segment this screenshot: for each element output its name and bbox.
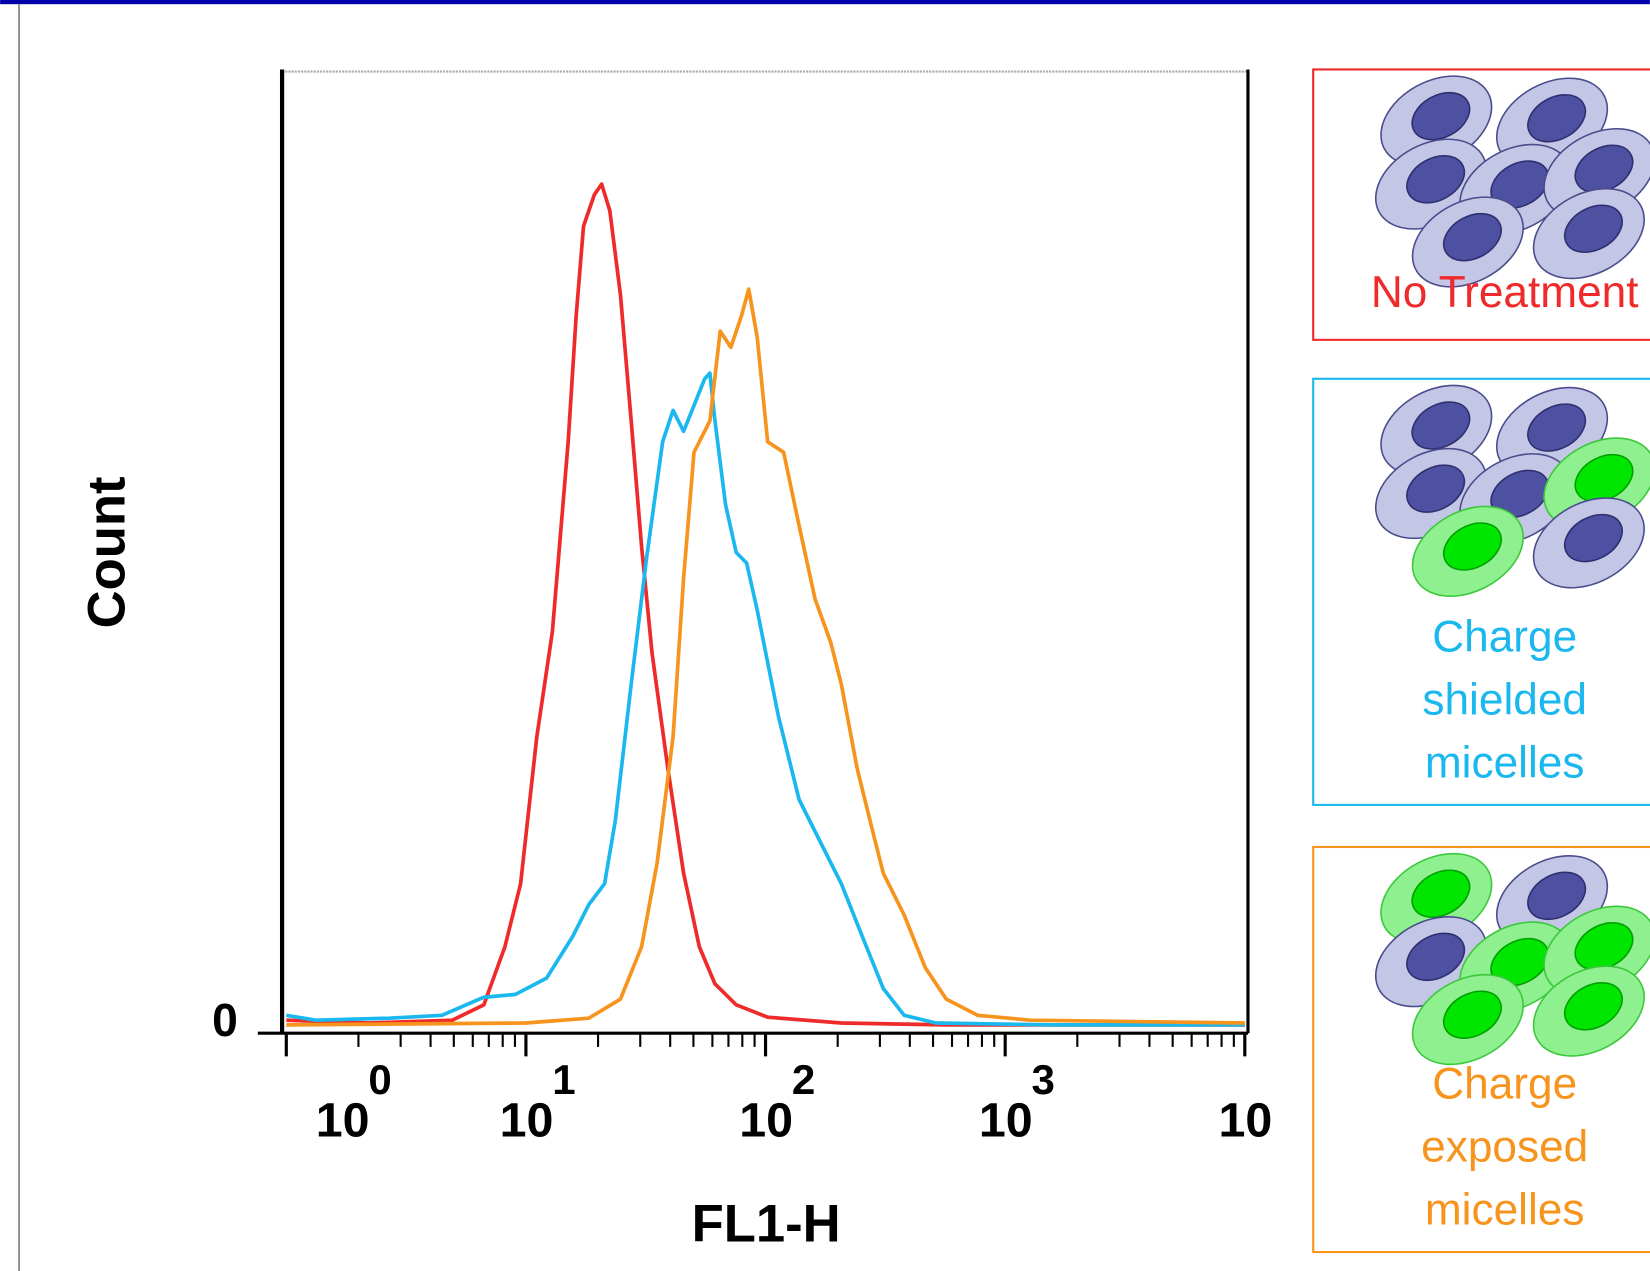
legend-label-wrap: Charge exposed micelles xyxy=(1313,1052,1650,1241)
legend-label-wrap: No Treatment xyxy=(1313,261,1650,324)
cell-nucleus xyxy=(1527,871,1587,921)
cell-icon xyxy=(1411,196,1524,288)
cell-nucleus xyxy=(1563,982,1623,1031)
cell-nucleus xyxy=(1411,401,1471,450)
cell-nucleus xyxy=(1442,522,1502,571)
cell-nucleus xyxy=(1574,453,1634,503)
cell-nucleus xyxy=(1442,212,1502,262)
cell-nucleus xyxy=(1527,94,1587,143)
cell-nucleus xyxy=(1563,204,1623,254)
cell-nucleus xyxy=(1406,932,1466,982)
legend-box xyxy=(1312,68,1650,341)
series-line xyxy=(286,182,1245,1027)
y-axis-label: Count xyxy=(77,476,136,628)
x-tick-label: 10 xyxy=(739,1093,793,1147)
cell-nucleus xyxy=(1442,990,1502,1039)
series-line xyxy=(286,371,1245,1027)
x-tick-label: 10 xyxy=(979,1093,1033,1147)
legend-text-box: Charge exposed micelles xyxy=(1313,1052,1650,1241)
x-tick-label: 10 xyxy=(1219,1093,1273,1147)
legend-box xyxy=(1312,845,1650,1254)
top-bar xyxy=(0,0,1650,5)
cell-nucleus xyxy=(1574,144,1634,194)
cell-nucleus xyxy=(1527,403,1587,452)
x-tick-label: 10 xyxy=(500,1093,554,1147)
series-line xyxy=(286,287,1245,1027)
cell-nucleus xyxy=(1411,91,1471,141)
cell-icon xyxy=(1532,187,1645,280)
legend-text-box: Charge shielded micelles xyxy=(1313,605,1650,794)
legend-label: No Treatment xyxy=(1370,267,1639,317)
x-tick-exponent: 0 xyxy=(368,1056,391,1103)
cell-nucleus xyxy=(1563,513,1623,563)
cell-icon xyxy=(1532,497,1645,589)
legend-label: Charge shielded micelles xyxy=(1422,611,1588,788)
legend-box xyxy=(1312,377,1650,806)
legend-label-wrap: Charge shielded micelles xyxy=(1313,605,1650,794)
cell-icon xyxy=(1411,973,1524,1066)
x-axis-label: FL1-H xyxy=(692,1195,841,1254)
cell-nucleus xyxy=(1574,922,1634,971)
cell-nucleus xyxy=(1406,464,1466,513)
y-tick-label: 0 xyxy=(212,994,238,1046)
cell-icon xyxy=(1532,965,1645,1057)
x-tick-exponent: 1 xyxy=(552,1056,575,1103)
x-tick-exponent: 3 xyxy=(1031,1056,1054,1103)
cell-nucleus xyxy=(1406,155,1466,204)
cell-icon xyxy=(1411,505,1524,597)
x-tick-exponent: 2 xyxy=(792,1056,815,1103)
legend-text-box: No Treatment xyxy=(1313,261,1650,324)
x-tick-label: 10 xyxy=(316,1093,370,1147)
cell-nucleus xyxy=(1411,869,1471,918)
legend-label: Charge exposed micelles xyxy=(1421,1058,1589,1235)
